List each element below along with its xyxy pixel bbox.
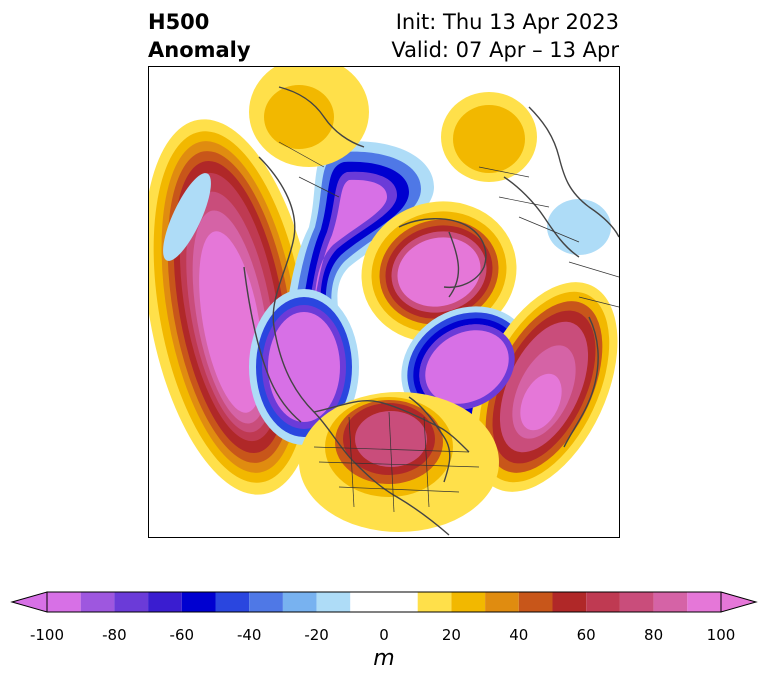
colorbar-cell (417, 592, 452, 612)
colorbar-cell (586, 592, 620, 612)
colorbar-tick-label: -80 (102, 626, 127, 644)
colorbar-cell (653, 592, 688, 612)
colorbar-tick-label: -40 (236, 626, 262, 644)
coastlines (243, 86, 619, 536)
colorbar-tick-label: 40 (509, 626, 529, 644)
valid-period: Valid: 07 Apr – 13 Apr (391, 38, 619, 62)
colorbar-cell (181, 592, 216, 612)
colorbar (10, 591, 758, 613)
colorbar-cell (114, 592, 149, 612)
init-time: Init: Thu 13 Apr 2023 (395, 10, 619, 34)
colorbar-tick-label: -20 (304, 626, 329, 644)
colorbar-cell (215, 592, 250, 612)
colorbar-tick-label: 0 (379, 626, 389, 644)
colorbar-cells (47, 592, 721, 612)
colorbar-tick-label: 20 (441, 626, 461, 644)
anomaly-map-svg (149, 67, 619, 536)
colorbar-tick-label: 100 (706, 626, 736, 644)
colorbar-cell (485, 592, 519, 612)
colorbar-tick-label: -60 (169, 626, 195, 644)
west-us-trough (249, 289, 359, 445)
siberia-negative-lobe (547, 199, 611, 255)
colorbar-cell (249, 592, 283, 612)
colorbar-cell (518, 592, 553, 612)
colorbar-tick-label: 60 (576, 626, 596, 644)
colorbar-unit-label: m (373, 646, 395, 671)
colorbar-tick-label: -100 (29, 626, 65, 644)
title-line-1: H500 (148, 10, 210, 34)
colorbar-cell (47, 592, 81, 612)
colorbar-cell (552, 592, 587, 612)
time-info: Init: Thu 13 Apr 2023 Valid: 07 Apr – 13… (391, 8, 619, 64)
colorbar-extend-low (10, 591, 48, 613)
anomaly-map (148, 66, 620, 538)
colorbar-cell (619, 592, 654, 612)
colorbar-extend-high (720, 591, 758, 613)
colorbar-cell (687, 592, 721, 612)
colorbar-cell (148, 592, 182, 612)
colorbar-cell (350, 592, 418, 612)
title-line-2: Anomaly (148, 38, 251, 62)
europe-ridge (441, 92, 537, 182)
colorbar-cell (451, 592, 486, 612)
borders (278, 141, 619, 513)
colorbar-cell (316, 592, 351, 612)
atlantic-trough-core (419, 324, 515, 410)
colorbar-outline (46, 591, 722, 613)
east-us-ridge (299, 392, 499, 532)
chart-title: H500 Anomaly (148, 8, 251, 64)
colorbar-cell (282, 592, 317, 612)
west-negative-lobe (163, 173, 211, 261)
east-ridge (470, 282, 618, 492)
colorbar-tick-label: 80 (644, 626, 664, 644)
colorbar-cell (80, 592, 115, 612)
